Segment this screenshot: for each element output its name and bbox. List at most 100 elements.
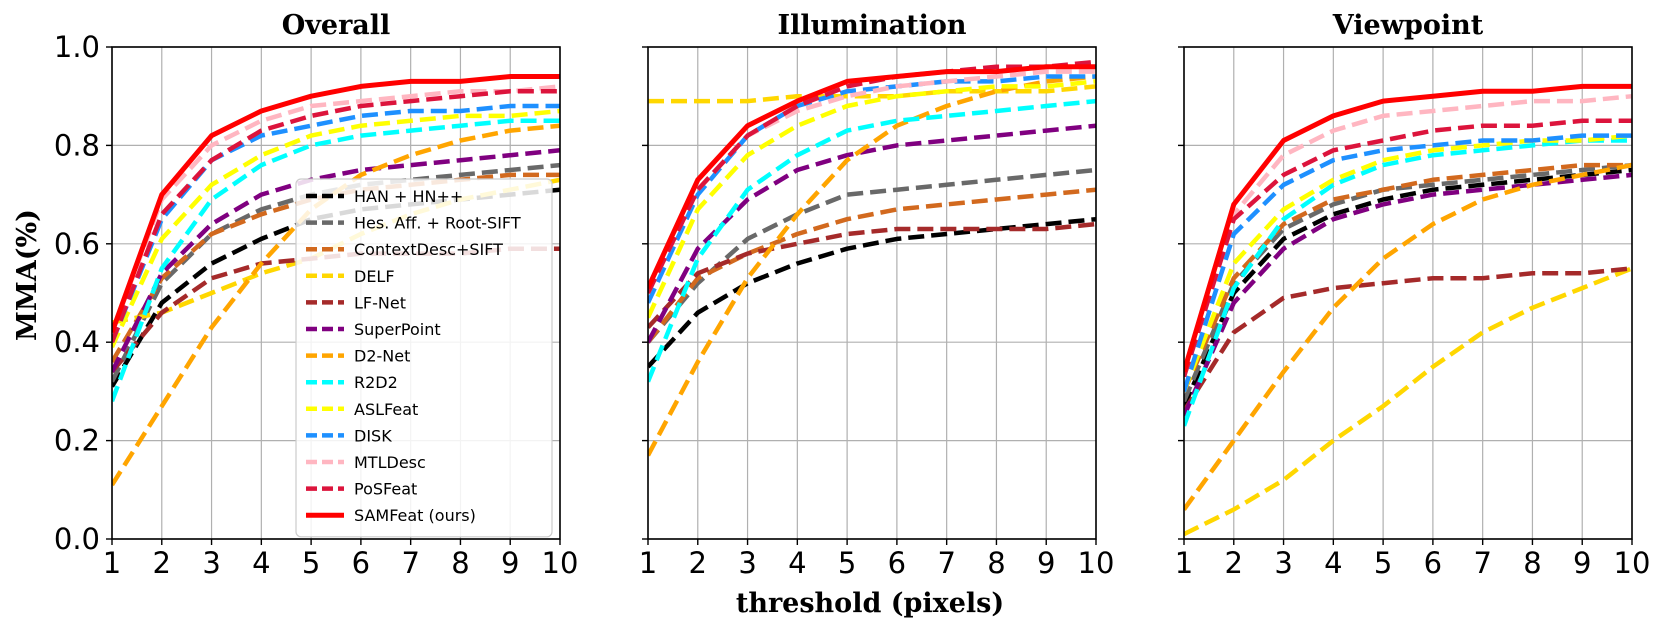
panel-title: Overall xyxy=(282,10,391,41)
legend-item: MTLDesc xyxy=(306,453,426,472)
series-line-aslfeat xyxy=(112,108,560,349)
legend-item: SuperPoint xyxy=(306,320,441,339)
series-line-lf-net xyxy=(648,221,1096,329)
legend-item: HAN + HN++ xyxy=(306,187,463,206)
x-tick-label: 8 xyxy=(1523,546,1541,580)
x-tick-label: 7 xyxy=(401,546,419,580)
legend-label: DELF xyxy=(354,267,395,286)
y-tick-label: 0.8 xyxy=(54,128,100,162)
x-tick-label: 3 xyxy=(202,546,220,580)
legend: HAN + HN++ Hes. Aff. + Root-SIFT ContextDe… xyxy=(295,178,553,538)
series-line-han-hn xyxy=(1184,167,1632,408)
legend-item: Hes. Aff. + Root-SIFT xyxy=(306,214,521,233)
x-tick-label: 7 xyxy=(1473,546,1491,580)
x-tick-label: 9 xyxy=(1037,546,1055,580)
x-tick-label: 10 xyxy=(1614,546,1651,580)
panels-layer: 1 2 3 4 5 6 7 8 9 100.00.20.40.60.81.0OverallHAN … xyxy=(54,10,1651,580)
series-line-disk xyxy=(648,74,1096,304)
series-line-mtldesc xyxy=(1184,93,1632,378)
series-line-superpoint xyxy=(112,148,560,373)
x-tick-label: 1 xyxy=(1175,546,1193,580)
legend-label: SuperPoint xyxy=(354,320,441,339)
panel-title: Illumination xyxy=(777,10,966,41)
series-line-posfeat xyxy=(112,89,560,344)
legend-label: HAN + HN++ xyxy=(354,187,463,206)
legend-label: D2-Net xyxy=(354,347,410,366)
series-line-contextdesc-sift xyxy=(1184,162,1632,393)
x-tick-label: 4 xyxy=(252,546,270,580)
x-tick-label: 2 xyxy=(689,546,707,580)
x-axis-label: threshold (pixels) xyxy=(736,588,1004,619)
legend-label: ContextDesc+SIFT xyxy=(354,240,503,259)
series-line-delf xyxy=(1184,266,1632,537)
y-tick-label: 0.2 xyxy=(54,424,100,458)
legend-item: LF-Net xyxy=(306,293,406,312)
plot-frame xyxy=(647,46,1097,540)
series-group xyxy=(648,59,1096,457)
series-line-aslfeat xyxy=(648,79,1096,319)
legend-item: DISK xyxy=(306,426,392,445)
panel-overall: 1 2 3 4 5 6 7 8 9 10 0.0 0.2 0.4 0.6 0.8 1.0 Overall HAN … xyxy=(54,10,579,580)
x-tick-label: 8 xyxy=(451,546,469,580)
legend-label: R2D2 xyxy=(354,373,398,392)
y-tick-label: 1.0 xyxy=(54,30,100,64)
x-tick-label: 10 xyxy=(542,546,579,580)
x-tick-label: 4 xyxy=(788,546,806,580)
legend-item: PoSFeat xyxy=(306,480,417,499)
plot-area xyxy=(1184,47,1632,539)
x-tick-label: 2 xyxy=(153,546,171,580)
x-tick-label: 8 xyxy=(987,546,1005,580)
plot-area xyxy=(648,47,1096,539)
x-tick-label: 4 xyxy=(1324,546,1342,580)
series-line-hes-aff-root-sift xyxy=(648,167,1096,344)
series-line-lf-net xyxy=(1184,266,1632,413)
series-line-contextdesc-sift xyxy=(112,172,560,364)
series-line-contextdesc-sift xyxy=(648,187,1096,344)
y-tick-label: 0.6 xyxy=(54,227,100,261)
x-tick-label: 6 xyxy=(888,546,906,580)
legend-item: ASLFeat xyxy=(306,400,418,419)
legend-item: D2-Net xyxy=(306,347,410,366)
x-tick-label: 6 xyxy=(352,546,370,580)
y-axis-label: MMA(%) xyxy=(12,209,43,341)
series-line-d2-net xyxy=(1184,162,1632,511)
panel-viewpoint: 1 2 3 4 5 6 7 8 9 10 Viewpoint xyxy=(1175,10,1651,580)
legend-item: SAMFeat (ours) xyxy=(306,506,476,525)
legend-label: ASLFeat xyxy=(354,400,418,419)
series-line-han-hn xyxy=(648,216,1096,369)
series-line-samfeat-ours xyxy=(112,74,560,334)
panel-title: Viewpoint xyxy=(1332,10,1484,41)
series-line-posfeat xyxy=(1184,118,1632,378)
series-line-r2d2 xyxy=(112,118,560,402)
x-tick-label: 1 xyxy=(103,546,121,580)
x-tick-label: 9 xyxy=(1573,546,1591,580)
plot-frame xyxy=(111,46,561,540)
x-tick-label: 5 xyxy=(1374,546,1392,580)
series-line-r2d2 xyxy=(648,98,1096,383)
series-line-delf xyxy=(648,84,1096,104)
y-tick-label: 0.0 xyxy=(54,522,100,556)
legend-box xyxy=(295,178,553,538)
x-tick-label: 10 xyxy=(1078,546,1115,580)
legend-label: MTLDesc xyxy=(354,453,426,472)
x-tick-label: 6 xyxy=(1424,546,1442,580)
legend-item: ContextDesc+SIFT xyxy=(306,240,503,259)
plot-frame xyxy=(1183,46,1633,540)
x-tick-label: 5 xyxy=(302,546,320,580)
x-tick-label: 1 xyxy=(639,546,657,580)
panel-illumination: 1 2 3 4 5 6 7 8 9 10 Illumination xyxy=(639,10,1115,580)
series-line-r2d2 xyxy=(1184,138,1632,427)
x-tick-label: 2 xyxy=(1225,546,1243,580)
x-tick-label: 9 xyxy=(501,546,519,580)
series-line-samfeat-ours xyxy=(648,64,1096,290)
x-tick-label: 3 xyxy=(738,546,756,580)
legend-label: SAMFeat (ours) xyxy=(354,506,476,525)
x-tick-label: 7 xyxy=(937,546,955,580)
series-line-mtldesc xyxy=(112,84,560,334)
legend-label: DISK xyxy=(354,426,392,445)
y-tick-label: 0.4 xyxy=(54,325,100,359)
series-line-aslfeat xyxy=(1184,133,1632,393)
series-line-superpoint xyxy=(1184,172,1632,417)
legend-item: DELF xyxy=(306,267,395,286)
